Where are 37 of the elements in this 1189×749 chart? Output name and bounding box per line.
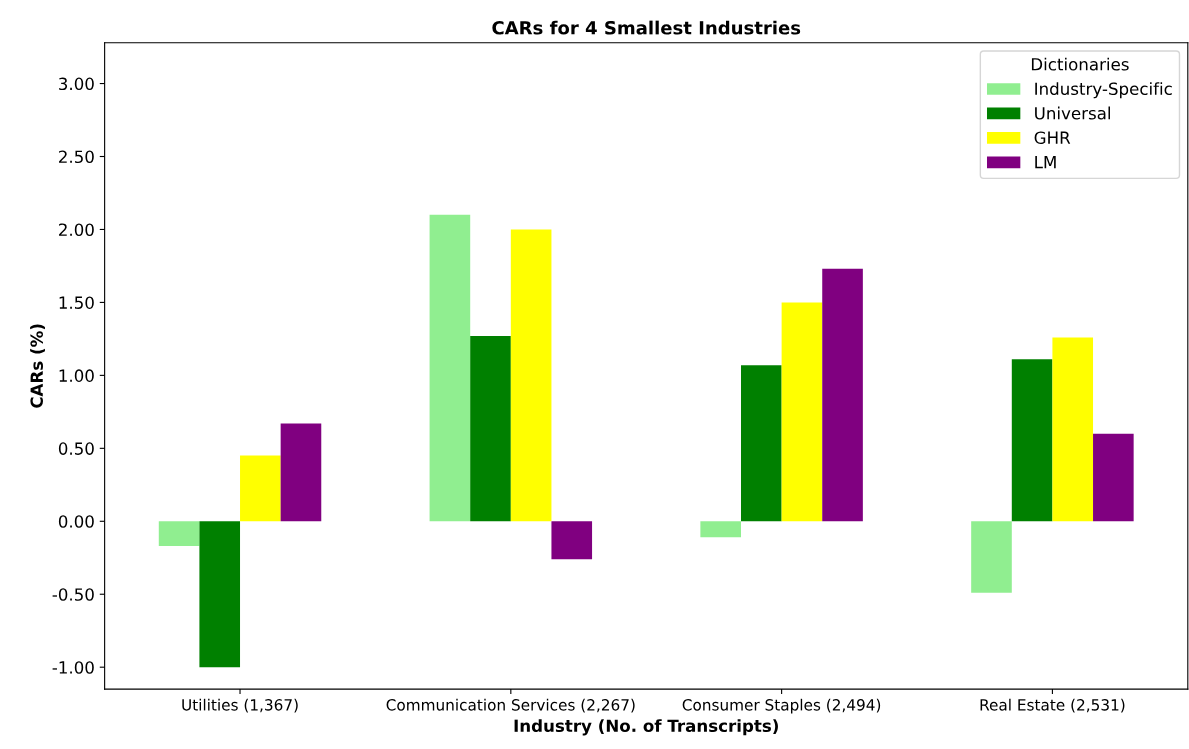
bar — [158, 521, 200, 547]
y-tick-label: 1.50 — [59, 296, 94, 309]
x-tick-label: Consumer Staples (2,494) — [682, 698, 881, 714]
bar — [429, 214, 471, 522]
bar — [971, 521, 1012, 593]
bar — [781, 302, 823, 522]
bar — [470, 335, 511, 522]
y-tick-label: 0.50 — [58, 442, 94, 455]
y-tick-label: 1.00 — [59, 369, 94, 382]
x-tick-label: Real Estate (2,531) — [980, 698, 1125, 713]
x-tick-label: Utilities (1,367) — [182, 698, 298, 713]
legend-title: Dictionaries — [1031, 57, 1129, 71]
bar — [199, 521, 241, 668]
legend-label: LM — [1035, 156, 1056, 169]
y-tick-label: 3.00 — [59, 77, 94, 91]
y-tick-label: 2.00 — [59, 223, 94, 237]
y-tick-label: 2.50 — [59, 150, 94, 164]
y-tick-label: -1.00 — [52, 661, 94, 674]
x-tick-label: Communication Services (2,267) — [386, 698, 635, 713]
x-axis-title: Industry (No. of Transcripts) — [514, 719, 778, 736]
chart-title: CARs for 4 Smallest Industries — [492, 20, 801, 35]
y-tick-label: -0.50 — [52, 588, 94, 601]
bar — [510, 229, 552, 522]
bar — [1052, 337, 1094, 522]
bar — [280, 423, 322, 522]
bar — [551, 521, 593, 560]
bar — [240, 455, 281, 522]
bar — [822, 268, 863, 522]
bar — [700, 521, 741, 538]
y-tick-label: 0.00 — [58, 515, 94, 528]
legend-label: Industry-Specific — [1035, 82, 1172, 99]
bar — [1093, 433, 1134, 522]
y-axis-title: CARs (%) — [30, 324, 45, 408]
legend-label: GHR — [1034, 131, 1071, 144]
bar — [741, 365, 782, 522]
legend-label: Universal — [1035, 106, 1110, 120]
bar — [1011, 359, 1053, 522]
